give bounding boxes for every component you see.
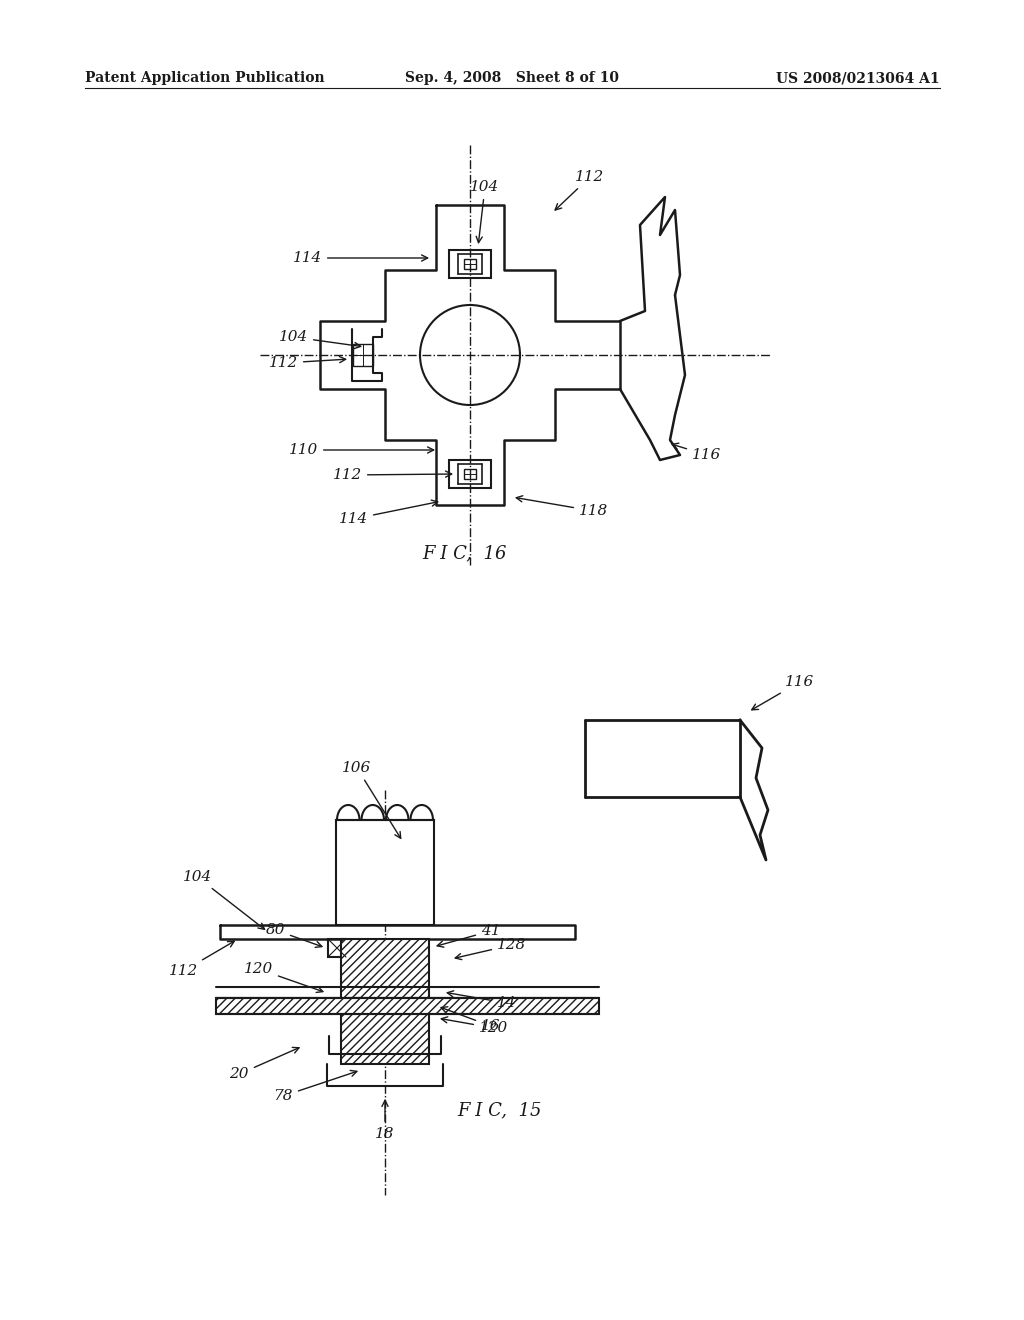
Text: 116: 116 xyxy=(752,675,814,710)
Text: 104: 104 xyxy=(470,180,500,243)
Text: 18: 18 xyxy=(375,1101,394,1140)
Bar xyxy=(353,345,373,366)
Bar xyxy=(449,459,490,488)
Text: US 2008/0213064 A1: US 2008/0213064 A1 xyxy=(776,71,940,84)
Text: Patent Application Publication: Patent Application Publication xyxy=(85,71,325,84)
Bar xyxy=(341,939,429,1064)
Text: F I C,  16: F I C, 16 xyxy=(423,544,507,562)
Text: 104: 104 xyxy=(279,330,360,348)
Bar xyxy=(336,820,434,925)
Text: 120: 120 xyxy=(441,1016,508,1035)
Text: 20: 20 xyxy=(229,1047,299,1081)
Text: 104: 104 xyxy=(182,870,264,929)
Text: 118: 118 xyxy=(516,496,608,517)
Text: 112: 112 xyxy=(333,469,452,482)
Text: 114: 114 xyxy=(293,251,428,265)
Text: F I C,  15: F I C, 15 xyxy=(457,1101,542,1119)
Text: 112: 112 xyxy=(169,941,234,978)
Text: 14: 14 xyxy=(447,991,516,1010)
Text: 80: 80 xyxy=(265,923,322,948)
Text: 112: 112 xyxy=(555,170,604,210)
Text: 128: 128 xyxy=(456,939,526,960)
Bar xyxy=(464,259,476,269)
Text: 112: 112 xyxy=(268,356,346,370)
Bar xyxy=(449,249,490,279)
Bar xyxy=(464,469,476,479)
Text: 120: 120 xyxy=(244,962,323,993)
Text: 16: 16 xyxy=(441,1007,501,1034)
Text: 106: 106 xyxy=(342,762,400,838)
Text: Sep. 4, 2008   Sheet 8 of 10: Sep. 4, 2008 Sheet 8 of 10 xyxy=(406,71,618,84)
Text: 116: 116 xyxy=(672,444,721,462)
Text: 114: 114 xyxy=(339,500,437,525)
Text: 110: 110 xyxy=(289,444,434,457)
Bar xyxy=(328,939,346,957)
Text: 78: 78 xyxy=(273,1071,357,1104)
Text: 41: 41 xyxy=(437,924,501,948)
Bar xyxy=(216,998,599,1014)
